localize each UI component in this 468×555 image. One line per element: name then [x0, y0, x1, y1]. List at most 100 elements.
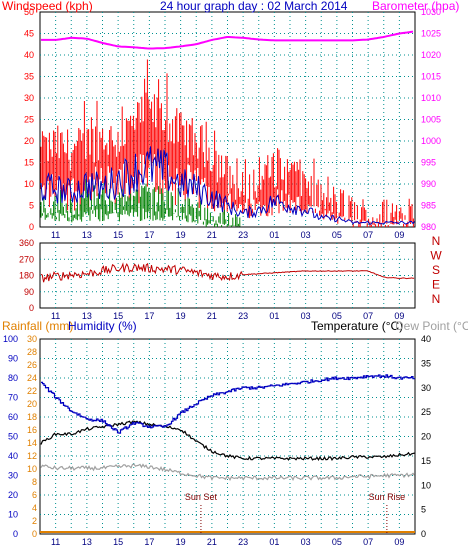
rainfall-tick: 14 [27, 438, 37, 448]
windspeed-tick: 15 [24, 158, 34, 168]
x-tick-label: 21 [207, 311, 217, 321]
compass-label: E [432, 278, 440, 292]
barometer-tick: 985 [421, 201, 436, 211]
x-tick-label: 03 [301, 230, 311, 240]
humidity-tick: 70 [8, 393, 18, 403]
temperature-tick: 10 [421, 480, 431, 490]
humidity-tick: 100 [3, 334, 18, 344]
rainfall-tick: 28 [27, 347, 37, 357]
rainfall-tick: 18 [27, 412, 37, 422]
x-tick-label: 17 [144, 311, 154, 321]
barometer-tick: 1000 [421, 136, 441, 146]
humidity-tick: 40 [8, 451, 18, 461]
windspeed-tick: 0 [29, 222, 34, 232]
compass-label: N [432, 234, 441, 248]
barometer-series [41, 30, 414, 50]
x-tick-label: 01 [269, 311, 279, 321]
x-tick-label: 07 [363, 230, 373, 240]
x-tick-label: 07 [363, 537, 373, 547]
rainfall-tick: 16 [27, 425, 37, 435]
temperature-tick: 5 [421, 505, 426, 515]
temperature-tick: 15 [421, 456, 431, 466]
compass-label: N [432, 292, 441, 306]
windspeed-tick: 20 [24, 136, 34, 146]
humidity-series [41, 374, 416, 434]
sunset-label: Sun Set [185, 492, 218, 502]
rainfall-tick: 2 [32, 516, 37, 526]
x-tick-label: 01 [269, 537, 279, 547]
x-tick-label: 19 [176, 537, 186, 547]
rainfall-tick: 26 [27, 360, 37, 370]
rainfall-tick: 24 [27, 373, 37, 383]
barometer-tick: 980 [421, 222, 436, 232]
temperature-tick: 20 [421, 432, 431, 442]
temperature-series [40, 420, 415, 462]
x-tick-label: 19 [176, 311, 186, 321]
x-tick-label: 11 [51, 311, 60, 321]
barometer-tick: 1025 [421, 29, 441, 39]
x-tick-label: 11 [51, 537, 60, 547]
x-tick-label: 13 [82, 230, 92, 240]
windspeed-tick: 50 [24, 7, 34, 17]
green-wind-series [40, 179, 242, 227]
x-tick-label: 05 [332, 230, 342, 240]
windspeed-tick: 30 [24, 93, 34, 103]
annotation-layer: Sun Set Sun Rise [185, 492, 405, 534]
barometer-tick: 1030 [421, 7, 441, 17]
windspeed-tick: 25 [24, 115, 34, 125]
barometer-tick: 995 [421, 158, 436, 168]
sunrise-label: Sun Rise [369, 492, 406, 502]
humidity-tick: 10 [8, 510, 18, 520]
humidity-tick: 80 [8, 373, 18, 383]
x-tick-label: 23 [238, 537, 248, 547]
x-tick-label: 19 [176, 230, 186, 240]
chart-title: 24 hour graph day : 02 March 2014 [160, 0, 348, 13]
rainfall-tick: 4 [32, 503, 37, 513]
windspeed-tick: 35 [24, 72, 34, 82]
x-tick-label: 23 [238, 230, 248, 240]
humidity-tick: 0 [13, 529, 18, 539]
compass-label: W [430, 249, 442, 263]
direction-tick: 270 [19, 254, 34, 264]
temperature-tick: 0 [421, 529, 426, 539]
humidity-tick: 90 [8, 354, 18, 364]
barometer-tick: 1010 [421, 93, 441, 103]
windspeed-axis-title: Windspeed (kph) [2, 0, 93, 13]
x-tick-label: 05 [332, 311, 342, 321]
barometer-tick: 990 [421, 179, 436, 189]
x-tick-label: 01 [269, 230, 279, 240]
x-tick-label: 15 [113, 311, 123, 321]
x-tick-label: 09 [394, 230, 404, 240]
x-tick-label: 23 [238, 311, 248, 321]
x-tick-label: 03 [301, 311, 311, 321]
x-tick-label: 21 [207, 537, 217, 547]
direction-tick: 0 [29, 303, 34, 313]
wind-direction-series [40, 262, 415, 283]
humidity-tick: 30 [8, 471, 18, 481]
direction-tick: 180 [19, 271, 34, 281]
x-tick-label: 15 [113, 537, 123, 547]
temperature-axis-title: Temperature (°C) [311, 319, 403, 333]
x-tick-label: 17 [144, 230, 154, 240]
barometer-tick: 1015 [421, 72, 441, 82]
rainfall-tick: 8 [32, 477, 37, 487]
x-tick-label: 21 [207, 230, 217, 240]
rainfall-tick: 22 [27, 386, 37, 396]
humidity-tick: 50 [8, 432, 18, 442]
x-tick-label: 15 [113, 230, 123, 240]
gust-series [40, 146, 415, 225]
temperature-tick: 25 [421, 407, 431, 417]
x-tick-label: 09 [394, 311, 404, 321]
rainfall-tick: 30 [27, 334, 37, 344]
x-tick-label: 03 [301, 537, 311, 547]
dewpoint-series [40, 463, 415, 482]
windspeed-tick: 45 [24, 29, 34, 39]
temperature-tick: 30 [421, 383, 431, 393]
series-layer [40, 30, 416, 533]
x-tick-label: 13 [82, 537, 92, 547]
barometer-tick: 1005 [421, 115, 441, 125]
humidity-axis-title: Humidity (%) [68, 319, 137, 333]
barometer-tick: 1020 [421, 50, 441, 60]
